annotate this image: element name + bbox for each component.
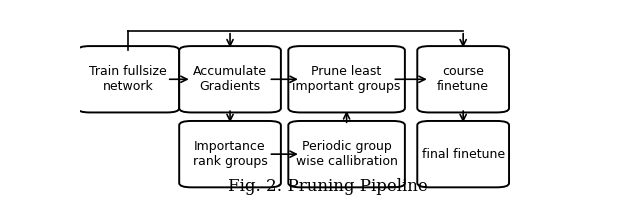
Text: Train fullsize
network: Train fullsize network	[90, 65, 167, 93]
FancyBboxPatch shape	[288, 46, 405, 112]
Text: Prune least
important groups: Prune least important groups	[292, 65, 401, 93]
Text: Importance
rank groups: Importance rank groups	[193, 140, 268, 168]
Text: Accumulate
Gradients: Accumulate Gradients	[193, 65, 267, 93]
Text: course
finetune: course finetune	[437, 65, 489, 93]
FancyBboxPatch shape	[77, 46, 179, 112]
Text: Periodic group
wise callibration: Periodic group wise callibration	[296, 140, 397, 168]
Text: final finetune: final finetune	[422, 148, 505, 161]
FancyBboxPatch shape	[417, 121, 509, 187]
FancyBboxPatch shape	[179, 46, 281, 112]
FancyBboxPatch shape	[288, 121, 405, 187]
Text: Fig. 2: Pruning Pipeline: Fig. 2: Pruning Pipeline	[228, 178, 428, 195]
FancyBboxPatch shape	[179, 121, 281, 187]
FancyBboxPatch shape	[417, 46, 509, 112]
